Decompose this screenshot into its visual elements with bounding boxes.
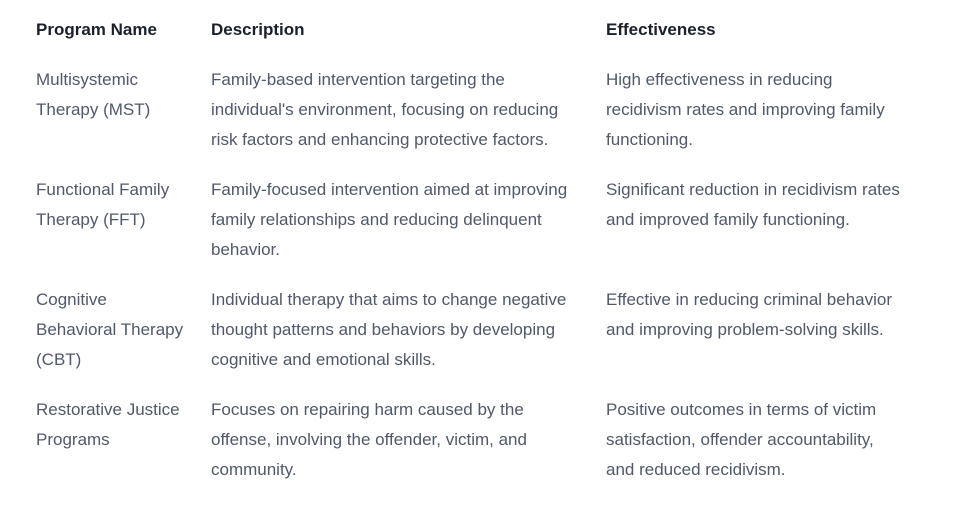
programs-table: Program Name Description Effectiveness M… [36,15,940,505]
cell-effectiveness: Positive outcomes in terms of victim sat… [606,400,877,479]
cell-effectiveness: High effectiveness in reducing recidivis… [606,70,885,149]
table-header: Program Name Description Effectiveness [36,15,940,65]
cell-description: Family-based intervention targeting the … [211,70,559,149]
cell-program-name: Multisystemic Therapy (MST) [36,70,151,119]
table-row: Functional Family Therapy (FFT) Family-f… [36,175,940,285]
cell-effectiveness: Effective in reducing criminal behavior … [606,290,892,339]
column-header-effectiveness: Effectiveness [606,20,716,39]
header-row: Program Name Description Effectiveness [36,15,940,65]
column-header-program-name: Program Name [36,20,157,39]
table-row: Cognitive Behavioral Therapy (CBT) Indiv… [36,285,940,395]
table-row: Multisystemic Therapy (MST) Family-based… [36,65,940,175]
table-body: Multisystemic Therapy (MST) Family-based… [36,65,940,505]
cell-description: Family-focused intervention aimed at imp… [211,180,568,259]
cell-description: Individual therapy that aims to change n… [211,290,567,369]
cell-program-name: Restorative Justice Programs [36,400,180,449]
cell-effectiveness: Significant reduction in recidivism rate… [606,180,900,229]
cell-description: Focuses on repairing harm caused by the … [211,400,527,479]
column-header-description: Description [211,20,305,39]
cell-program-name: Cognitive Behavioral Therapy (CBT) [36,290,184,369]
cell-program-name: Functional Family Therapy (FFT) [36,180,170,229]
table-row: Restorative Justice Programs Focuses on … [36,395,940,505]
